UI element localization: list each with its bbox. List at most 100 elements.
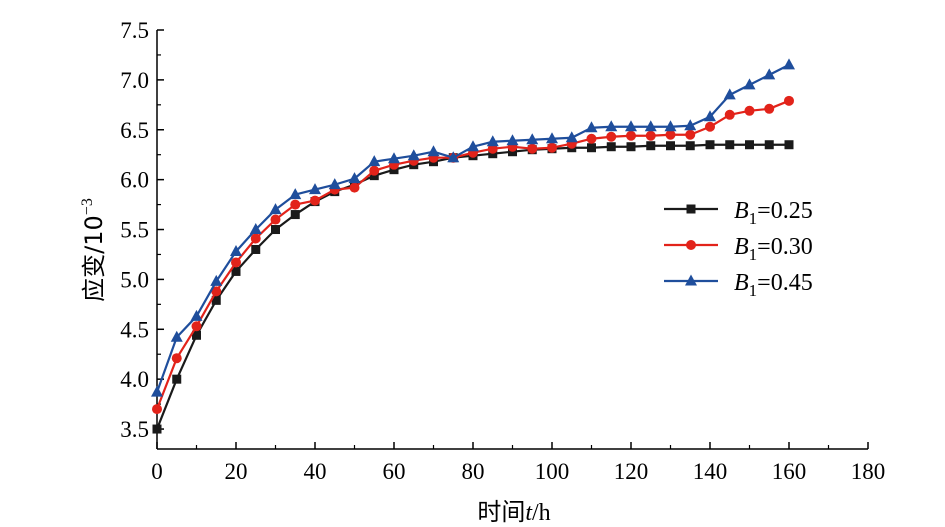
data-point (407, 149, 420, 161)
data-point (230, 244, 242, 256)
data-point (290, 210, 300, 220)
data-point (527, 143, 538, 154)
data-point (190, 309, 203, 321)
y-axis-label-main: 应变/10 (80, 215, 108, 302)
data-point (626, 142, 636, 152)
legend-value: =0.45 (757, 270, 813, 296)
y-tick-label: 7.5 (120, 18, 149, 43)
data-point (171, 353, 182, 364)
data-point (705, 140, 715, 150)
data-point (725, 140, 735, 150)
y-tick-label: 5.0 (120, 267, 149, 292)
legend-marker (686, 240, 696, 250)
legend-subscript: 1 (749, 281, 758, 300)
data-point (310, 195, 320, 206)
data-point (388, 152, 400, 164)
data-point (644, 120, 657, 132)
data-point (269, 203, 282, 215)
data-point (290, 199, 301, 210)
data-point (586, 133, 597, 144)
data-point (743, 78, 756, 90)
data-point (685, 129, 696, 140)
series-square (152, 140, 794, 434)
data-point (666, 141, 675, 151)
data-point (211, 286, 222, 297)
series-line (155, 63, 790, 393)
data-point (368, 155, 381, 167)
data-point (684, 119, 697, 131)
data-point (664, 120, 677, 132)
x-axis-label-var: t (525, 500, 533, 526)
legend-subscript: 1 (749, 209, 758, 228)
legend-entry: B1=0.30 (664, 234, 813, 264)
y-tick-label: 5.5 (120, 218, 149, 243)
data-point (271, 225, 280, 235)
data-point (486, 135, 499, 147)
data-point (526, 133, 539, 145)
data-point (784, 140, 794, 150)
data-point (646, 141, 656, 151)
legend-entry: B1=0.45 (664, 270, 813, 300)
data-point (546, 132, 558, 144)
data-point (665, 129, 676, 140)
data-point (606, 131, 617, 142)
data-point (250, 233, 261, 244)
series-triangle (151, 58, 795, 397)
data-point (547, 142, 557, 153)
data-point (192, 330, 201, 340)
data-point (369, 165, 380, 176)
data-point (152, 424, 162, 434)
x-axis-label-unit: /h (532, 500, 551, 526)
x-tick-label: 180 (851, 459, 886, 484)
data-point (270, 214, 281, 225)
data-point (625, 120, 637, 132)
y-tick-label: 4.0 (120, 367, 149, 392)
data-point (210, 274, 223, 286)
legend-var: B (734, 270, 749, 296)
data-point (645, 130, 656, 141)
data-point (763, 68, 776, 80)
x-tick-label: 100 (535, 459, 570, 484)
x-tick-label: 0 (151, 459, 163, 484)
data-point (783, 58, 795, 70)
x-tick-label: 160 (772, 459, 807, 484)
data-point (764, 103, 775, 114)
x-tick-label: 40 (304, 459, 327, 484)
data-point (685, 141, 695, 151)
legend-value: =0.25 (757, 198, 813, 224)
series-layer (151, 58, 795, 434)
y-tick-label: 3.5 (120, 417, 149, 442)
x-tick-label: 60 (383, 459, 406, 484)
data-point (231, 257, 241, 268)
data-point (784, 95, 794, 106)
data-point (249, 223, 262, 235)
data-point (506, 134, 519, 146)
data-point (705, 121, 715, 132)
data-point (348, 172, 361, 184)
x-axis-label: 时间t/h (477, 498, 550, 526)
data-point (626, 130, 636, 141)
x-tick-label: 20 (225, 459, 248, 484)
data-point (211, 295, 221, 305)
data-point (151, 385, 163, 397)
y-axis-label: 应变/10−3 (79, 198, 108, 302)
legend-entry: B1=0.25 (664, 198, 813, 228)
x-tick-label: 80 (462, 459, 485, 484)
data-point (231, 266, 241, 276)
data-point (447, 151, 460, 163)
data-point (704, 110, 716, 122)
data-point (587, 143, 596, 153)
x-tick-label: 140 (693, 459, 728, 484)
y-tick-label: 4.5 (120, 317, 149, 342)
data-point (585, 121, 598, 133)
data-point (723, 88, 736, 100)
data-point (744, 105, 755, 116)
data-point (606, 142, 616, 152)
legend-label: B1=0.30 (734, 234, 813, 264)
series-circle (152, 95, 794, 415)
axes: 0 20 40 60 80 100 120 140 160 180 3.5 4.0 4.5 5.0 5.5 6… (120, 18, 885, 484)
legend-label: B1=0.25 (734, 198, 813, 228)
data-point (251, 244, 261, 254)
